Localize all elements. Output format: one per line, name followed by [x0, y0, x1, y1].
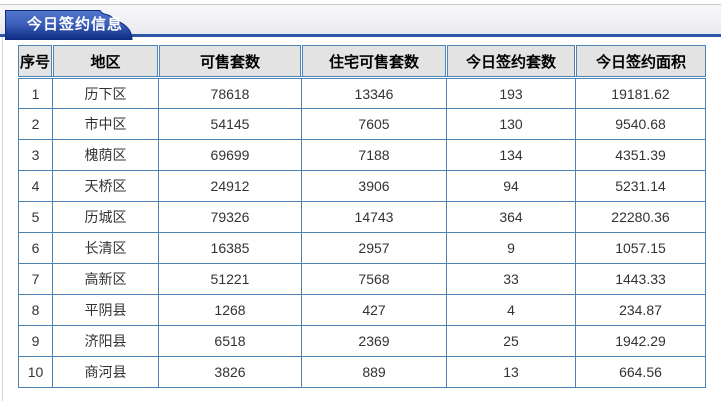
cell: 9540.68: [575, 108, 706, 140]
table-row: 2 市中区 54145 7605 130 9540.68: [18, 108, 706, 140]
table-row: 9 济阳县 6518 2369 25 1942.29: [18, 325, 706, 357]
cell: 2957: [301, 232, 447, 264]
cell: 商河县: [52, 356, 159, 388]
table-row: 3 槐荫区 69699 7188 134 4351.39: [18, 139, 706, 171]
cell: 13: [446, 356, 576, 388]
cell: 4351.39: [575, 139, 706, 171]
cell: 193: [446, 77, 576, 109]
table-row: 10 商河县 3826 889 13 664.56: [18, 356, 706, 388]
cell: 22280.36: [575, 201, 706, 233]
page: 今日签约信息 序号 地区 可售套数 住宅可售套数 今日签约套数 今日签约面积 1 历下区 78…: [0, 4, 721, 404]
cell: 7: [18, 263, 53, 295]
table-row: 6 长清区 16385 2957 9 1057.15: [18, 232, 706, 264]
cell: 1057.15: [575, 232, 706, 264]
cell: 7188: [301, 139, 447, 171]
cell: 4: [446, 294, 576, 326]
table-header-row: 序号 地区 可售套数 住宅可售套数 今日签约套数 今日签约面积: [18, 45, 706, 79]
cell: 6518: [158, 325, 302, 357]
cell: 33: [446, 263, 576, 295]
cell: 25: [446, 325, 576, 357]
cell: 427: [301, 294, 447, 326]
column-header: 今日签约套数: [445, 45, 576, 79]
cell: 槐荫区: [52, 139, 159, 171]
column-header: 序号: [18, 45, 53, 79]
column-header: 可售套数: [157, 45, 302, 79]
cell: 13346: [301, 77, 447, 109]
cell: 4: [18, 170, 53, 202]
table-row: 7 高新区 51221 7568 33 1443.33: [18, 263, 706, 295]
cell: 7568: [301, 263, 447, 295]
cell: 5231.14: [575, 170, 706, 202]
cell: 5: [18, 201, 53, 233]
cell: 79326: [158, 201, 302, 233]
table-row: 4 天桥区 24912 3906 94 5231.14: [18, 170, 706, 202]
cell: 51221: [158, 263, 302, 295]
cell: 历城区: [52, 201, 159, 233]
cell: 市中区: [52, 108, 159, 140]
column-header: 今日签约面积: [574, 45, 706, 79]
content-area: 序号 地区 可售套数 住宅可售套数 今日签约套数 今日签约面积 1 历下区 78618 1334…: [2, 37, 721, 401]
cell: 1443.33: [575, 263, 706, 295]
cell: 2: [18, 108, 53, 140]
cell: 134: [446, 139, 576, 171]
cell: 130: [446, 108, 576, 140]
cell: 1: [18, 77, 53, 109]
cell: 234.87: [575, 294, 706, 326]
cell: 长清区: [52, 232, 159, 264]
cell: 2369: [301, 325, 447, 357]
cell: 54145: [158, 108, 302, 140]
cell: 10: [18, 356, 53, 388]
cell: 天桥区: [52, 170, 159, 202]
cell: 济阳县: [52, 325, 159, 357]
cell: 69699: [158, 139, 302, 171]
section-title: 今日签约信息: [27, 16, 124, 33]
cell: 16385: [158, 232, 302, 264]
cell: 3826: [158, 356, 302, 388]
cell: 6: [18, 232, 53, 264]
cell: 9: [18, 325, 53, 357]
table-row: 1 历下区 78618 13346 193 19181.62: [18, 77, 706, 109]
section-tab[interactable]: 今日签约信息: [5, 10, 133, 40]
signing-table: 序号 地区 可售套数 住宅可售套数 今日签约套数 今日签约面积 1 历下区 78618 1334…: [18, 45, 706, 388]
tab-ribbon-shape: [5, 10, 133, 40]
cell: 平阴县: [52, 294, 159, 326]
cell: 24912: [158, 170, 302, 202]
table-row: 8 平阴县 1268 427 4 234.87: [18, 294, 706, 326]
cell: 14743: [301, 201, 447, 233]
cell: 364: [446, 201, 576, 233]
cell: 889: [301, 356, 447, 388]
cell: 8: [18, 294, 53, 326]
cell: 664.56: [575, 356, 706, 388]
table-row: 5 历城区 79326 14743 364 22280.36: [18, 201, 706, 233]
cell: 1268: [158, 294, 302, 326]
cell: 94: [446, 170, 576, 202]
column-header: 住宅可售套数: [300, 45, 447, 79]
cell: 7605: [301, 108, 447, 140]
cell: 19181.62: [575, 77, 706, 109]
cell: 78618: [158, 77, 302, 109]
cell: 历下区: [52, 77, 159, 109]
cell: 9: [446, 232, 576, 264]
column-header: 地区: [51, 45, 159, 79]
cell: 高新区: [52, 263, 159, 295]
cell: 3: [18, 139, 53, 171]
cell: 1942.29: [575, 325, 706, 357]
table-body: 1 历下区 78618 13346 193 19181.62 2 市中区 54145 7605 13…: [18, 77, 706, 388]
cell: 3906: [301, 170, 447, 202]
